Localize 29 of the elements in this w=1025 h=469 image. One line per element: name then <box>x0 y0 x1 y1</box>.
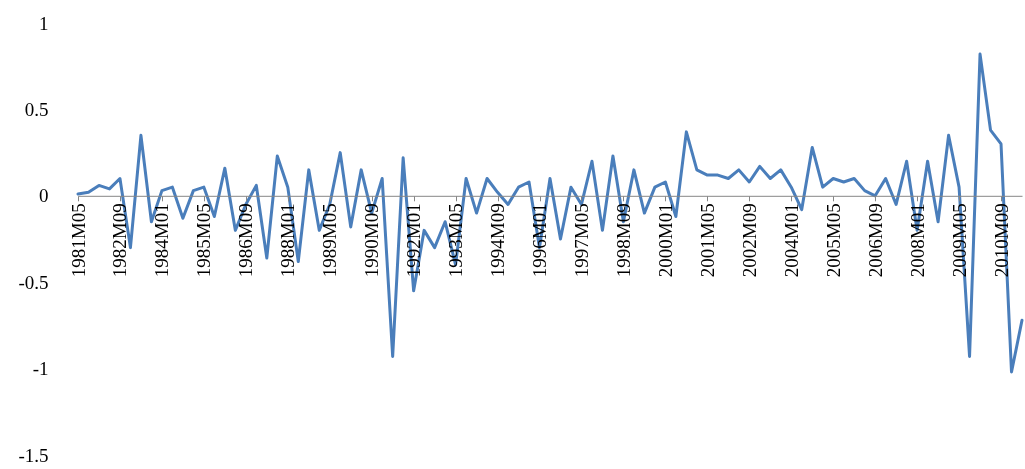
x-tick-label: 1992M01 <box>403 203 425 278</box>
x-tick-label: 2004M01 <box>780 203 802 278</box>
x-tick-label: 1994M09 <box>487 203 509 278</box>
x-tick-label: 1997M05 <box>570 203 592 278</box>
x-tick-label: 1993M05 <box>445 203 467 278</box>
x-tick-label: 1990M09 <box>361 203 383 278</box>
x-tick-label: 2000M01 <box>654 203 676 278</box>
x-tick-label: 1985M05 <box>193 203 215 278</box>
x-tick-label: 2001M05 <box>696 203 718 278</box>
y-tick-label: 0.5 <box>24 98 49 120</box>
x-tick-label: 1988M01 <box>277 203 299 278</box>
x-tick-label: 2006M09 <box>864 203 886 278</box>
x-tick-label: 2009M05 <box>948 203 970 278</box>
y-tick-label: 1 <box>39 12 49 34</box>
y-tick-label: -0.5 <box>18 271 49 293</box>
x-tick-label: 1989M05 <box>319 203 341 278</box>
x-tick-label: 2010M09 <box>990 203 1012 278</box>
y-tick-label: -1 <box>32 358 49 380</box>
x-tick-label: 1984M01 <box>151 203 173 278</box>
x-tick-label: 1981M05 <box>67 203 89 278</box>
x-tick-label: 2008M01 <box>906 203 928 278</box>
y-tick-label: 0 <box>39 185 49 207</box>
x-tick-label: 1986M09 <box>235 203 257 278</box>
x-tick-label: 2005M05 <box>822 203 844 278</box>
x-tick-label: 1982M09 <box>109 203 131 278</box>
x-tick-label: 1998M09 <box>612 203 634 278</box>
y-tick-label: -1.5 <box>18 444 49 466</box>
x-tick-label: 2002M09 <box>738 203 760 278</box>
x-tick-label: 1996M01 <box>529 203 551 278</box>
